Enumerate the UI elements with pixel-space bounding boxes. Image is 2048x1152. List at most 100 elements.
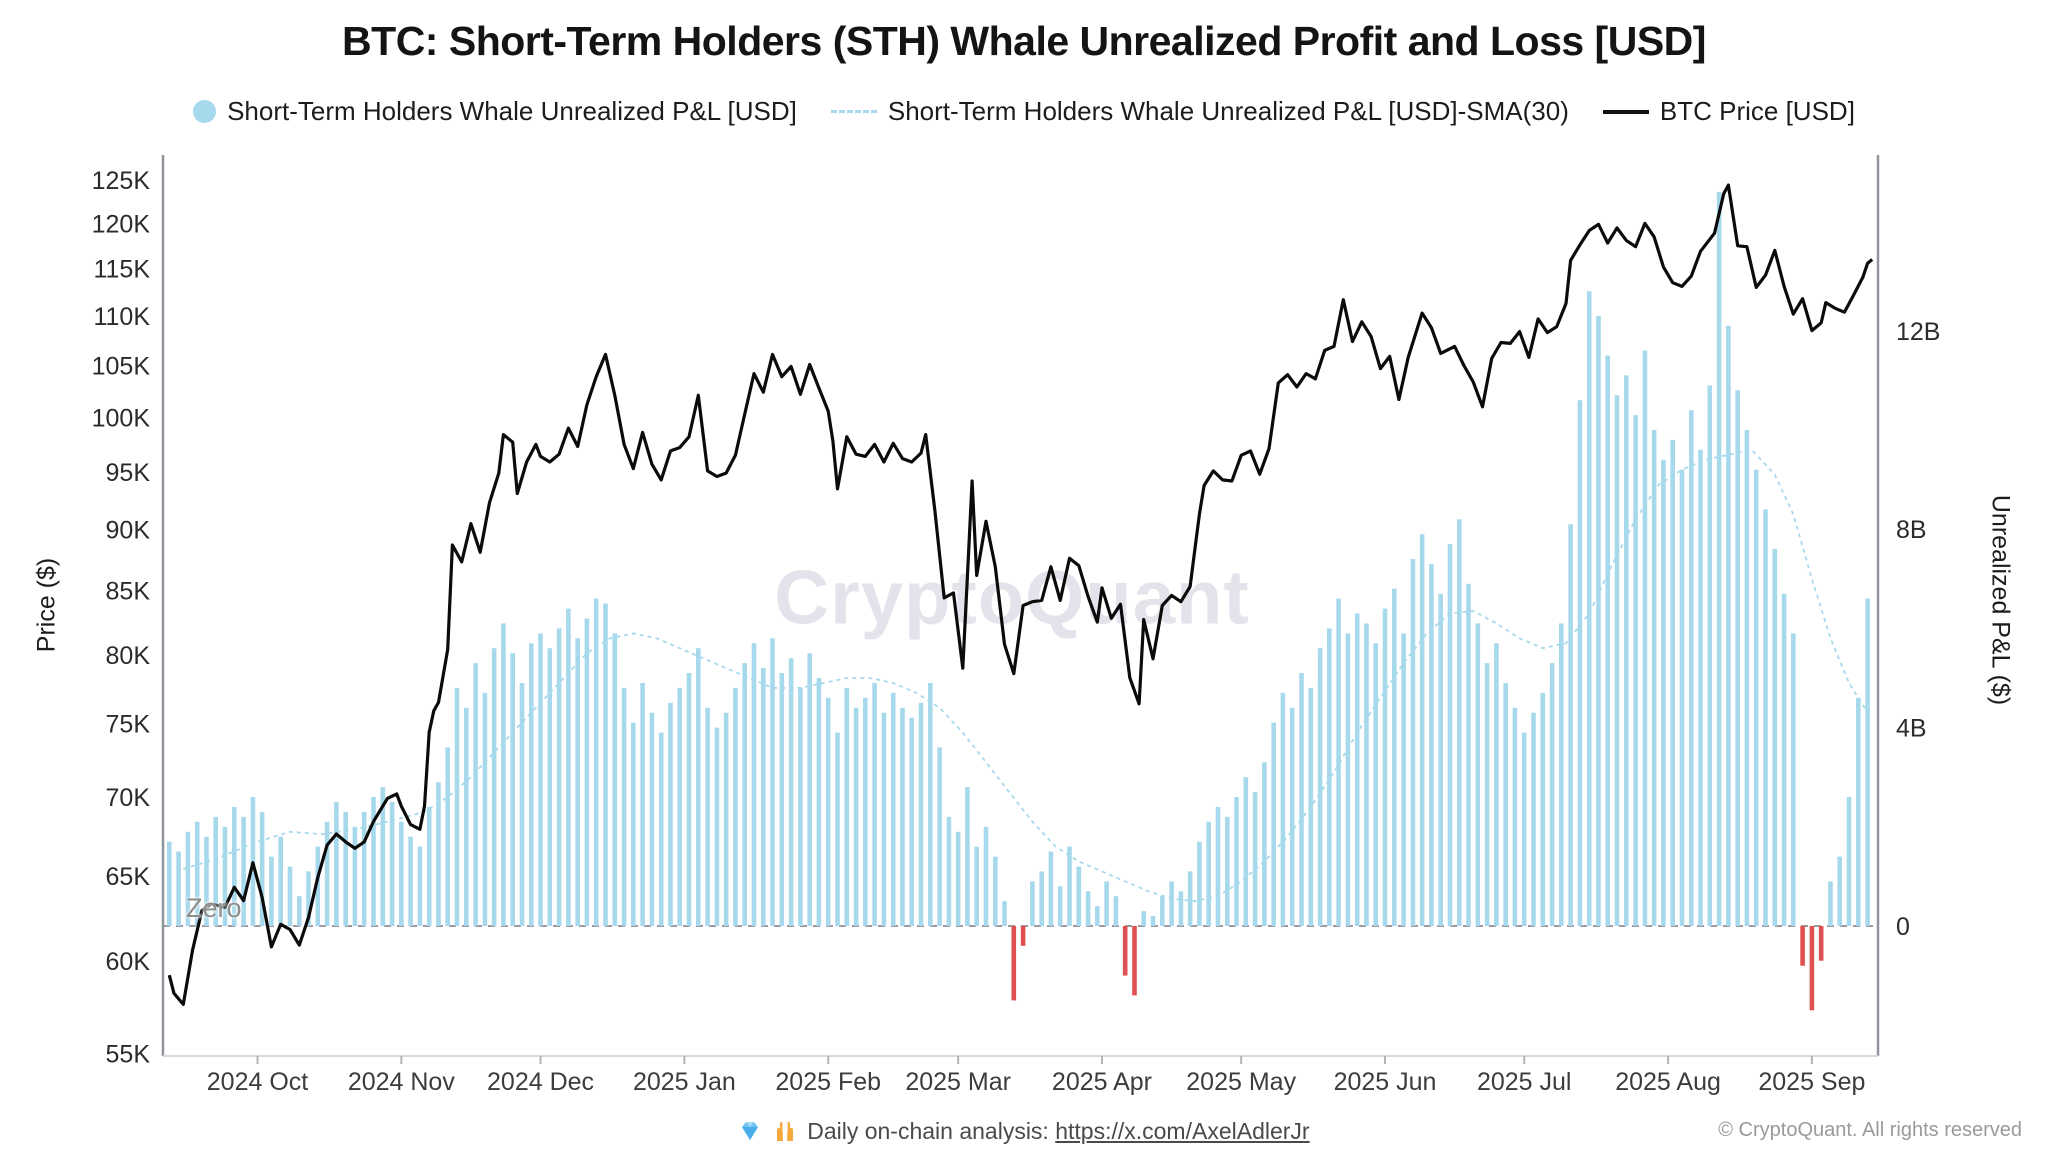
pnl-bar bbox=[1067, 846, 1072, 926]
pnl-bar bbox=[269, 856, 274, 926]
pnl-bar bbox=[334, 802, 339, 926]
pnl-bar bbox=[1559, 623, 1564, 926]
pnl-bar bbox=[1076, 866, 1082, 926]
pnl-bar bbox=[297, 896, 302, 926]
pnl-bar bbox=[482, 692, 488, 926]
price-tick-label: 70K bbox=[106, 784, 151, 812]
pnl-bar bbox=[278, 836, 283, 926]
pnl-bar bbox=[1150, 916, 1156, 926]
pnl-bar bbox=[705, 707, 710, 926]
pnl-bar bbox=[1104, 881, 1109, 926]
pnl-bar bbox=[696, 648, 701, 926]
pnl-bar bbox=[575, 638, 580, 926]
pnl-bar bbox=[232, 807, 237, 926]
pnl-bar bbox=[464, 707, 469, 926]
pnl-bar bbox=[491, 648, 497, 926]
raised-hands-icon bbox=[776, 1122, 793, 1141]
pnl-bar bbox=[807, 653, 812, 926]
pnl-bar bbox=[1392, 588, 1397, 926]
pnl-bar bbox=[222, 826, 228, 926]
pnl-bar bbox=[1521, 732, 1527, 926]
pnl-dot-icon bbox=[193, 100, 217, 123]
pnl-bar bbox=[723, 712, 729, 926]
legend-item-pnl[interactable]: Short-Term Holders Whale Unrealized P&L … bbox=[193, 96, 797, 127]
pnl-bar bbox=[185, 831, 191, 926]
pnl-bar bbox=[213, 816, 218, 926]
pnl-bar bbox=[1503, 683, 1508, 926]
pnl-bar bbox=[900, 707, 905, 926]
pnl-bar bbox=[436, 782, 441, 926]
pnl-bar bbox=[751, 643, 757, 926]
month-label: 2025 Jun bbox=[1334, 1068, 1437, 1096]
pnl-bar bbox=[1661, 459, 1666, 926]
pnl-bar bbox=[510, 653, 515, 926]
pnl-bar bbox=[399, 821, 404, 926]
price-tick-label: 60K bbox=[106, 948, 151, 976]
price-tick-label: 120K bbox=[92, 210, 151, 238]
pnl-bar bbox=[631, 722, 636, 926]
analysis-link[interactable]: https://x.com/AxelAdlerJr bbox=[1055, 1118, 1310, 1144]
legend-price-label: BTC Price [USD] bbox=[1659, 96, 1855, 126]
pnl-bar bbox=[798, 687, 803, 926]
pnl-bar bbox=[928, 683, 933, 926]
pnl-bar bbox=[306, 871, 311, 926]
pnl-bar bbox=[788, 658, 794, 926]
pnl-bar bbox=[547, 648, 553, 926]
month-label: 2025 Apr bbox=[1052, 1068, 1152, 1096]
pnl-bar bbox=[1791, 633, 1796, 926]
pnl-bar bbox=[993, 856, 998, 926]
pnl-bar bbox=[1243, 777, 1249, 926]
pnl-bar bbox=[1670, 439, 1675, 926]
legend-item-sma[interactable]: Short-Term Holders Whale Unrealized P&L … bbox=[830, 96, 1569, 127]
pnl-bar bbox=[204, 836, 209, 926]
pnl-bar bbox=[1531, 712, 1536, 926]
price-tick-label: 65K bbox=[106, 863, 151, 891]
pnl-bar bbox=[1364, 623, 1369, 926]
pnl-bar bbox=[1141, 911, 1146, 926]
pnl-bar bbox=[454, 687, 460, 926]
pnl-bar bbox=[584, 618, 590, 926]
pnl-bar bbox=[1160, 896, 1165, 926]
month-label: 2025 Sep bbox=[1758, 1068, 1865, 1096]
pnl-bar bbox=[1206, 821, 1211, 926]
pnl-bar bbox=[1586, 291, 1592, 927]
pnl-bar bbox=[955, 831, 961, 926]
pnl-bar bbox=[1716, 191, 1722, 926]
pnl-bar bbox=[380, 787, 386, 926]
pnl-bar bbox=[1095, 906, 1100, 926]
pnl-bar bbox=[1707, 385, 1713, 926]
pnl-bar bbox=[241, 816, 246, 926]
copyright-text: © CryptoQuant. All rights reserved bbox=[1718, 1119, 2022, 1141]
pnl-bar bbox=[287, 866, 293, 926]
pnl-bar bbox=[844, 687, 850, 926]
pnl-bar bbox=[1689, 410, 1694, 926]
pnl-bar bbox=[1596, 315, 1601, 926]
pnl-bar bbox=[1419, 534, 1425, 926]
pnl-bar bbox=[1772, 549, 1778, 926]
pnl-bar bbox=[1438, 593, 1443, 926]
pnl-bar bbox=[1753, 469, 1759, 926]
pnl-bar bbox=[1865, 598, 1870, 926]
pnl-bar bbox=[1002, 901, 1007, 926]
pnl-bar bbox=[974, 846, 979, 926]
legend-item-price[interactable]: BTC Price [USD] bbox=[1602, 96, 1855, 127]
footer-text: Daily on-chain analysis: bbox=[807, 1118, 1056, 1144]
btc-price-line bbox=[167, 183, 1874, 1007]
pnl-bar bbox=[1651, 430, 1657, 926]
pnl-bar bbox=[1113, 896, 1119, 926]
pnl-bar bbox=[1252, 792, 1258, 926]
pnl-bar bbox=[1735, 390, 1740, 926]
pnl-bar bbox=[176, 851, 181, 926]
month-label: 2024 Oct bbox=[207, 1068, 309, 1096]
pnl-bar bbox=[1234, 797, 1239, 926]
pnl-tick-label: 8B bbox=[1896, 516, 1927, 544]
price-tick-label: 110K bbox=[93, 303, 150, 331]
pnl-bar bbox=[1763, 509, 1768, 926]
price-tick-label: 125K bbox=[92, 167, 151, 195]
pnl-bar-negative bbox=[1809, 926, 1815, 1011]
pnl-bar bbox=[1382, 608, 1388, 926]
pnl-bar bbox=[658, 732, 664, 926]
pnl-bar bbox=[1614, 395, 1620, 926]
pnl-bar bbox=[566, 608, 571, 926]
